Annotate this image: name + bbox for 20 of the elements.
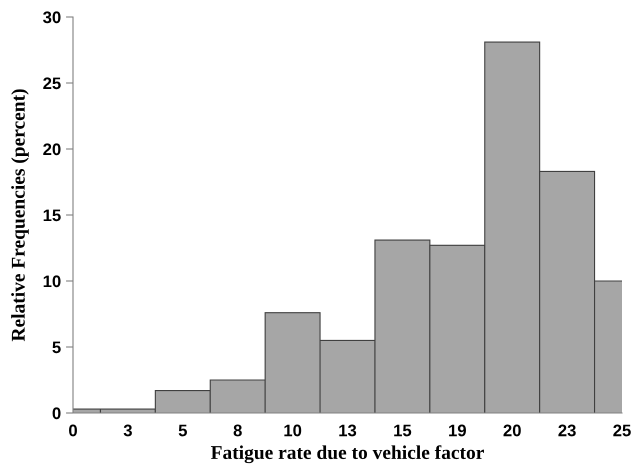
x-tick-label: 0 — [69, 424, 77, 436]
x-tick-label: 15 — [394, 424, 412, 436]
x-axis-title: Fatigue rate due to vehicle factor — [210, 445, 484, 464]
y-tick-label: 5 — [52, 342, 61, 354]
y-tick-label: 30 — [43, 11, 61, 24]
x-tick-label: 3 — [124, 424, 132, 436]
y-tick-label: 15 — [44, 210, 61, 222]
x-tick-label: 19 — [449, 424, 466, 436]
x-tick-label: 23 — [558, 424, 576, 436]
x-tick-label: 8 — [234, 424, 242, 436]
y-tick-label: 10 — [44, 275, 61, 288]
y-tick-label: 20 — [43, 143, 61, 156]
x-tick-label: 20 — [504, 424, 521, 436]
y-tick-label: 0 — [52, 407, 61, 420]
x-tick-label: 13 — [339, 424, 356, 436]
x-tick-label: 5 — [178, 424, 187, 436]
x-tick-label: 10 — [284, 424, 302, 436]
x-tick-label: 25 — [613, 424, 631, 436]
y-axis-title: Relative Frequencies (percent) — [11, 89, 29, 342]
y-tick-label: 25 — [43, 77, 61, 90]
